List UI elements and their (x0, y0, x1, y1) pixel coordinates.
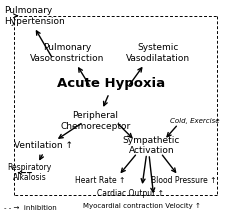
Text: Pulmonary
Vasoconstriction: Pulmonary Vasoconstriction (30, 43, 104, 63)
Text: Respiratory
Alkalosis: Respiratory Alkalosis (7, 163, 52, 182)
Text: Sympathetic
Activation: Sympathetic Activation (123, 136, 180, 155)
Text: Pulmonary
Hypertension: Pulmonary Hypertension (4, 6, 64, 25)
Text: - - →  inhibition: - - → inhibition (4, 205, 57, 211)
Text: Peripheral
Chemoreceptor: Peripheral Chemoreceptor (60, 111, 130, 131)
Text: Acute Hypoxia: Acute Hypoxia (57, 77, 166, 90)
Text: Heart Rate ↑: Heart Rate ↑ (75, 176, 125, 185)
Text: Myocardial contraction Velocity ↑: Myocardial contraction Velocity ↑ (83, 202, 201, 209)
Text: Cold, Exercise: Cold, Exercise (170, 118, 219, 124)
Text: Blood Pressure ↑: Blood Pressure ↑ (151, 176, 217, 185)
Text: Systemic
Vasodilatation: Systemic Vasodilatation (126, 43, 190, 63)
Text: Ventilation ↑: Ventilation ↑ (14, 141, 73, 150)
Text: Cardiac Output ↑: Cardiac Output ↑ (97, 189, 164, 198)
